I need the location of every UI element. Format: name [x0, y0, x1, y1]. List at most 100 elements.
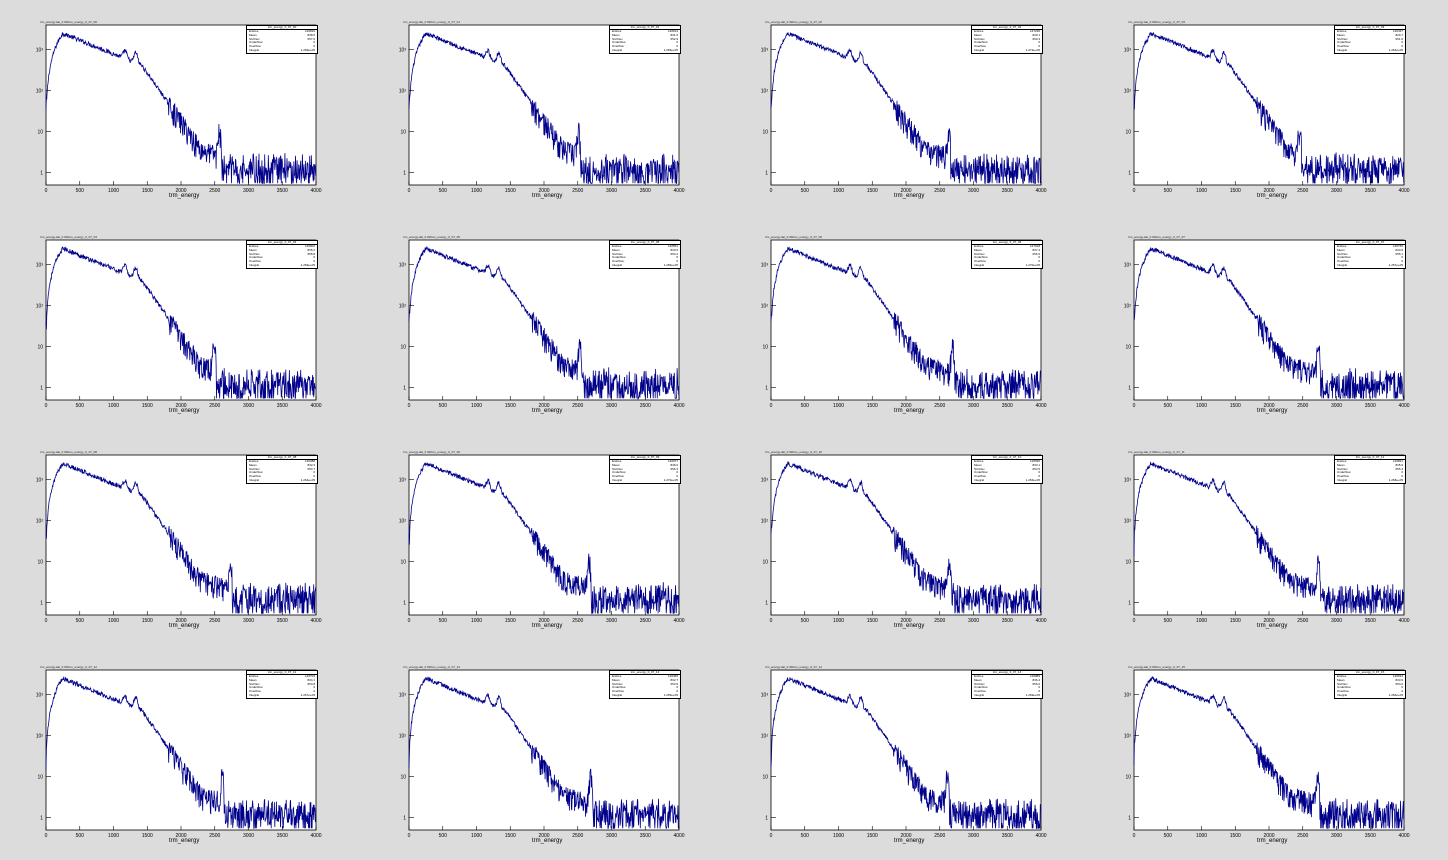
- stats-row-entries: Entries 126388: [247, 459, 317, 464]
- histogram-svg: 0 500 1000 1500 2000 2500 3000 3500 4000 1 10 10² 10…: [761, 669, 1047, 839]
- stats-row-underflow: Underflow 0: [972, 686, 1042, 690]
- stats-value: 1.264e+05: [1388, 47, 1403, 52]
- stats-title: trm_energy_0_07_03: [1335, 25, 1405, 30]
- stats-label: Overflow: [612, 689, 624, 694]
- y-tick-label: 1: [40, 386, 43, 392]
- y-tick-label: 10: [1125, 775, 1131, 781]
- stats-label: Mean: [1337, 677, 1345, 682]
- stats-label: Entries: [1337, 244, 1347, 248]
- series-line: [408, 462, 680, 614]
- panel-title: trm_energy.dat_0 0Wom_energy_0_07_02: [765, 20, 822, 24]
- stats-label: Overflow: [249, 474, 261, 479]
- x-tick-label: 1000: [471, 403, 482, 409]
- panel-title: trm_energy.dat_0 0Wom_energy_0_07_04: [40, 235, 97, 239]
- stats-label: Overflow: [249, 44, 261, 49]
- x-axis-label: trm_energy: [1257, 838, 1288, 844]
- stats-row-std: Std Dev 652.9: [610, 37, 680, 42]
- x-tick-label: 4000: [310, 833, 321, 839]
- stats-row-std: Std Dev 651.0: [1335, 37, 1405, 42]
- x-tick-label: 1500: [505, 618, 516, 624]
- y-tick-label: 1: [403, 386, 406, 392]
- stats-label: Std Dev: [249, 36, 260, 41]
- stats-label: Std Dev: [249, 251, 260, 256]
- x-tick-label: 3000: [968, 188, 979, 194]
- x-tick-label: 2000: [538, 833, 549, 839]
- stats-label: Overflow: [612, 259, 624, 264]
- stats-label: Std Dev: [612, 251, 623, 256]
- x-tick-label: 2500: [209, 618, 220, 624]
- panel-title: trm_energy.dat_0 0Wom_energy_0_07_12: [40, 665, 97, 669]
- stats-value: 1.267e+05: [300, 692, 315, 697]
- stats-label: Mean: [974, 247, 982, 252]
- stats-value: 0: [1401, 685, 1403, 690]
- x-tick-label: 2000: [175, 833, 186, 839]
- histogram-svg: 0 500 1000 1500 2000 2500 3000 3500 4000 1 10 10² 10…: [1124, 24, 1410, 194]
- y-tick-label: 1: [40, 601, 43, 607]
- series-line: [45, 676, 317, 829]
- x-axis-label: trm_energy: [894, 408, 925, 414]
- stats-row-integral: Integral 1.270e+05: [610, 478, 680, 483]
- stats-label: Entries: [612, 674, 622, 678]
- x-axis-label: trm_energy: [532, 193, 563, 199]
- stats-title: trm_energy_0_07_14: [972, 670, 1042, 675]
- histogram-svg: 0 500 1000 1500 2000 2500 3000 3500 4000 1 10 10² 10…: [36, 239, 322, 409]
- stats-label: Mean: [249, 32, 257, 37]
- stats-row-std: Std Dev 654.5: [972, 467, 1042, 472]
- stats-row-mean: Mean 838.5: [247, 32, 317, 38]
- panel-title: trm_energy.dat_0 0Wom_energy_0_07_01: [403, 20, 460, 24]
- histogram-svg: 0 500 1000 1500 2000 2500 3000 3500 4000 1 10 10² 10…: [36, 669, 322, 839]
- y-tick-label: 10: [762, 775, 768, 781]
- stats-row-entries: Entries 126437: [1335, 29, 1405, 34]
- stats-value: 835.2: [307, 247, 315, 252]
- stats-title: trm_energy_0_07_01: [610, 25, 680, 30]
- x-tick-label: 500: [1164, 833, 1173, 839]
- x-tick-label: 1000: [471, 618, 482, 624]
- stats-label: Integral: [1337, 692, 1348, 697]
- x-tick-label: 1500: [1230, 833, 1241, 839]
- stats-label: Entries: [974, 674, 984, 678]
- x-tick-label: 3500: [277, 833, 288, 839]
- x-axis-label: trm_energy: [169, 838, 200, 844]
- x-tick-label: 4000: [310, 403, 321, 409]
- stats-row-std: Std Dev 657.6: [247, 36, 317, 42]
- stats-row-overflow: Overflow 0: [972, 259, 1042, 264]
- x-tick-label: 2500: [934, 618, 945, 624]
- x-tick-label: 500: [801, 833, 810, 839]
- stats-box: trm_energy_0_07_15 Entries 126634 Mean 833.9…: [1334, 670, 1406, 699]
- x-tick-label: 3500: [1365, 403, 1376, 409]
- series-line: [770, 461, 1042, 614]
- stats-row-overflow: Overflow 0: [610, 474, 680, 479]
- stats-title: trm_energy_0_07_09: [610, 455, 680, 460]
- stats-value: 0: [1038, 255, 1040, 260]
- stats-value: 0: [676, 470, 678, 475]
- histogram-svg: 0 500 1000 1500 2000 2500 3000 3500 4000 1 10 10² 10…: [399, 669, 685, 839]
- y-tick-label: 1: [1128, 816, 1131, 822]
- x-tick-label: 3500: [1002, 403, 1013, 409]
- histogram-svg: 0 500 1000 1500 2000 2500 3000 3500 4000 1 10 10² 10…: [399, 239, 685, 409]
- stats-label: Mean: [974, 462, 982, 467]
- stats-label: Integral: [249, 477, 260, 482]
- stats-label: Underflow: [612, 40, 626, 45]
- panel-title: trm_energy.dat_0 0Wom_energy_0_07_05: [403, 235, 460, 239]
- x-tick-label: 3500: [640, 188, 651, 194]
- y-tick-label: 1: [765, 816, 768, 822]
- stats-value: 655.4: [1395, 466, 1403, 471]
- x-tick-label: 2000: [538, 188, 549, 194]
- x-tick-label: 1500: [505, 833, 516, 839]
- stats-label: Underflow: [249, 685, 263, 690]
- stats-row-integral: Integral 1.264e+05: [247, 477, 317, 483]
- x-tick-label: 1500: [505, 188, 516, 194]
- stats-row-mean: Mean 836.4: [972, 678, 1042, 683]
- x-tick-label: 4000: [1035, 188, 1046, 194]
- stats-label: Underflow: [612, 685, 626, 690]
- stats-label: Integral: [612, 262, 623, 267]
- x-tick-label: 500: [439, 618, 448, 624]
- stats-box: trm_energy_0_07_02 Entries 127230 Mean 840.1…: [971, 25, 1043, 54]
- stats-label: Mean: [1337, 32, 1345, 37]
- x-tick-label: 3000: [606, 618, 617, 624]
- stats-value: 1.266e+05: [663, 47, 678, 52]
- x-axis-label: trm_energy: [532, 408, 563, 414]
- stats-title: trm_energy_0_07_04: [247, 240, 317, 245]
- stats-value: 838.5: [307, 32, 315, 37]
- stats-row-overflow: Overflow 0: [247, 689, 317, 694]
